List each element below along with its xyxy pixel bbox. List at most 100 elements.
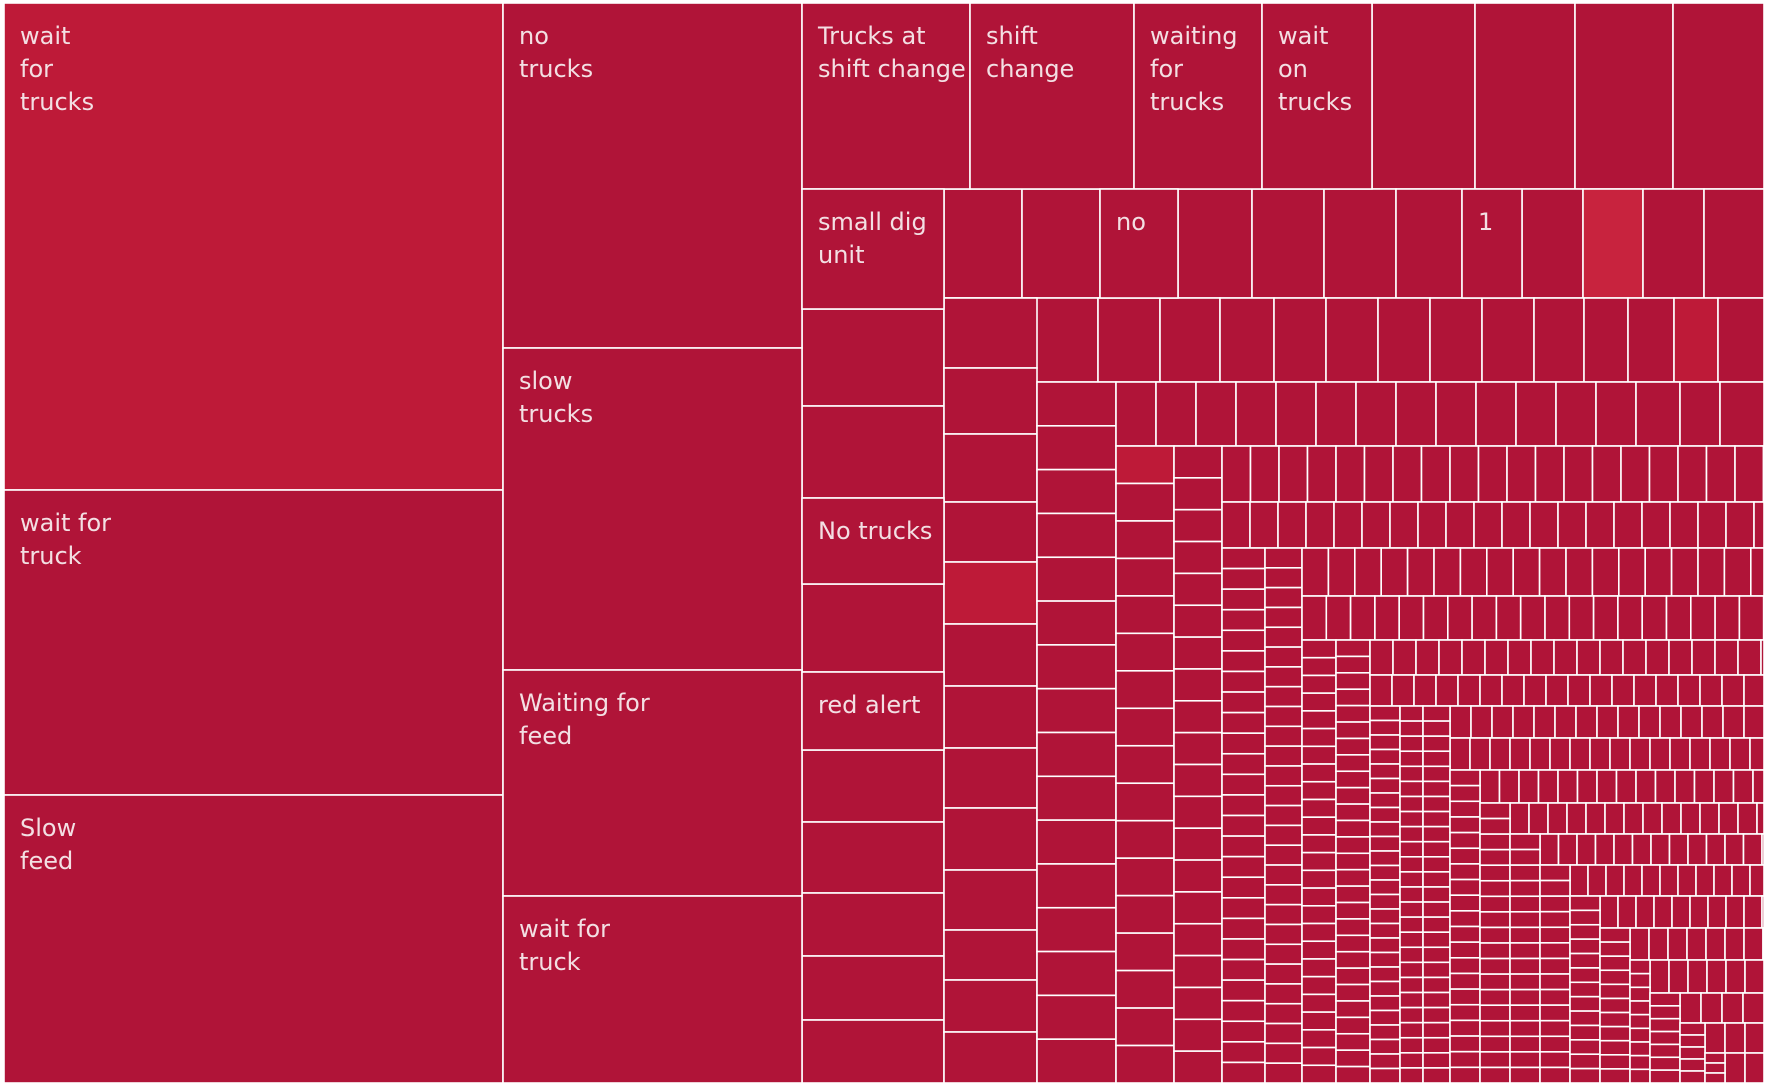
- treemap-cell: [1335, 950, 1371, 969]
- treemap-cell: [1301, 745, 1337, 765]
- treemap-cell: [1369, 748, 1401, 765]
- treemap-cell: [1301, 1011, 1337, 1031]
- treemap-cell: [1613, 501, 1643, 549]
- treemap-cell: [1687, 833, 1708, 866]
- treemap-cell: [1235, 381, 1277, 447]
- treemap-cell: [1569, 864, 1589, 897]
- treemap-cell: [1569, 1053, 1601, 1070]
- treemap-cell: [1509, 1035, 1541, 1053]
- treemap-cell: [1595, 381, 1637, 447]
- treemap-cell: [1301, 958, 1337, 978]
- treemap-cell: [1687, 959, 1708, 994]
- treemap-cell: [1369, 705, 1401, 722]
- treemap-cell: [943, 367, 1038, 435]
- treemap-cell: [1762, 927, 1765, 961]
- treemap-cell: [1724, 927, 1745, 961]
- treemap-cell: [1449, 1050, 1481, 1069]
- treemap-cell: [1115, 632, 1175, 672]
- treemap-cell: [1389, 501, 1419, 549]
- treemap-cell: [1569, 909, 1601, 926]
- treemap-cell: [1301, 595, 1328, 641]
- treemap-cell: [1371, 2, 1476, 190]
- treemap-cell: [1417, 501, 1447, 549]
- treemap-cell: [1369, 806, 1401, 823]
- treemap-cell: [1521, 188, 1584, 299]
- treemap-cell: [1509, 895, 1541, 913]
- treemap-cell: [1649, 1005, 1681, 1020]
- treemap-cell: [1264, 784, 1303, 807]
- treemap-cell: [1539, 942, 1571, 960]
- treemap-cell: [1569, 1010, 1601, 1027]
- treemap-cell: [1221, 547, 1266, 570]
- treemap-cell: [1528, 802, 1549, 835]
- treemap-cell: [1753, 501, 1765, 549]
- treemap-cell: [1115, 670, 1175, 710]
- treemap-cell: [1335, 445, 1366, 503]
- treemap-cell: [1750, 547, 1765, 597]
- treemap-cell: [1537, 769, 1559, 804]
- treemap-cell: [1264, 666, 1303, 688]
- treemap-cell: [1569, 967, 1601, 984]
- treemap-cell: [1742, 833, 1763, 866]
- treemap-cell: [1718, 802, 1739, 835]
- treemap-cell: [1703, 188, 1765, 299]
- treemap-cell: [1596, 769, 1618, 804]
- treemap-label-11: small dig unit: [818, 208, 927, 269]
- treemap-cell: [801, 1019, 945, 1084]
- treemap-cell: [1369, 922, 1401, 939]
- treemap-cell: [801, 892, 945, 957]
- treemap-cell: [1449, 769, 1481, 787]
- treemap-cell: [1422, 765, 1451, 783]
- treemap-cell: [1115, 595, 1175, 635]
- treemap-cell: [1369, 674, 1393, 707]
- treemap-label-6: wait for truck: [519, 915, 610, 976]
- treemap-cell: [1374, 595, 1401, 641]
- treemap-cell: [1649, 959, 1670, 994]
- treemap-cell: [1221, 979, 1266, 1002]
- treemap-cell: [1749, 737, 1765, 771]
- treemap-cell: [1539, 895, 1571, 913]
- treemap-cell: [1479, 674, 1503, 707]
- treemap-cell: [1760, 639, 1765, 676]
- treemap-cell: [1509, 848, 1541, 866]
- treemap-cell: [1704, 1062, 1726, 1074]
- treemap-cell: [943, 623, 1038, 687]
- treemap-cell: [1713, 769, 1735, 804]
- treemap-label-8: shift change: [986, 22, 1074, 83]
- treemap-cell: [1349, 595, 1376, 641]
- treemap-cell: [1399, 750, 1424, 768]
- treemap-cell: [1221, 501, 1251, 549]
- treemap-label-9: waiting for trucks: [1150, 22, 1238, 116]
- treemap-cell: [1731, 864, 1751, 897]
- treemap-cell: [1369, 792, 1401, 809]
- treemap-cell: [1036, 512, 1117, 559]
- treemap-label-1: wait for truck: [20, 509, 111, 570]
- treemap-cell: [1509, 911, 1541, 929]
- treemap-cell: [1481, 297, 1535, 383]
- treemap-cell: [1251, 188, 1325, 299]
- treemap-cell: [1523, 674, 1547, 707]
- treemap-cell: [1539, 833, 1560, 866]
- treemap-cell: [1399, 1006, 1424, 1024]
- treemap-cell: [1221, 1061, 1266, 1084]
- treemap-cell: [1301, 692, 1337, 712]
- treemap-cell: [1471, 595, 1498, 641]
- treemap-cell: [1249, 445, 1280, 503]
- treemap-cell: [1422, 780, 1451, 798]
- treemap-cell: [1264, 725, 1303, 747]
- treemap-cell: [1507, 639, 1532, 676]
- treemap-cell: [1599, 969, 1631, 986]
- treemap-cell: [1301, 834, 1337, 854]
- treemap-cell: [1399, 1021, 1424, 1039]
- treemap-cell: [1674, 769, 1696, 804]
- treemap-cell: [1557, 833, 1578, 866]
- treemap-cell: [1635, 769, 1657, 804]
- treemap-cell: [1642, 802, 1663, 835]
- treemap-cell: [1301, 1064, 1337, 1084]
- treemap-cell: [1530, 639, 1555, 676]
- treemap-cell: [1509, 1019, 1541, 1038]
- treemap-cell: [1659, 705, 1682, 739]
- treemap-cell: [1539, 864, 1571, 882]
- treemap-cell: [1734, 445, 1765, 503]
- treemap-cell: [1264, 963, 1303, 985]
